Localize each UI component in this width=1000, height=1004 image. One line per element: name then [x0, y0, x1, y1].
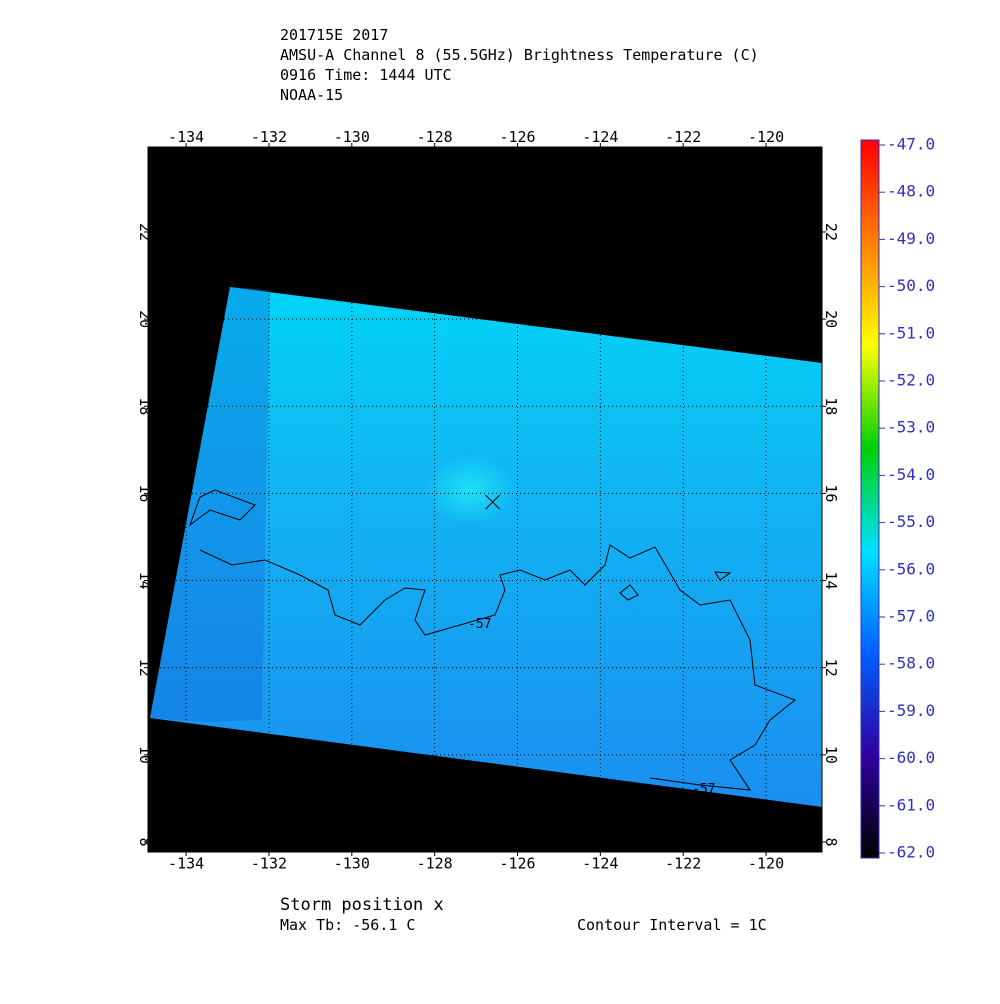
x-tick-label: -132: [251, 128, 287, 146]
x-tick-label: -128: [417, 855, 453, 873]
contour-line: [619, 584, 639, 601]
x-tick-label: -132: [251, 855, 287, 873]
colorbar-fill: [860, 139, 880, 859]
y-tick-label: 10: [822, 746, 840, 764]
colorbar-label: -54.0: [887, 465, 935, 484]
y-tick-label: 12: [136, 659, 154, 677]
swath-edge: [150, 287, 270, 722]
colorbar-label: -50.0: [887, 276, 935, 295]
grid: [148, 147, 822, 852]
x-tick-label: -134: [168, 855, 204, 873]
storm-marker: [485, 494, 501, 510]
colorbar-label: -57.0: [887, 607, 935, 626]
x-tick-label: -126: [499, 128, 535, 146]
y-tick-label: 10: [136, 746, 154, 764]
title-line: 0916 Time: 1444 UTC: [280, 66, 452, 84]
colorbar-label: -53.0: [887, 418, 935, 437]
y-tick-label: 22: [822, 223, 840, 241]
axes: -134 -134 -132 -132 -130 -130 -128 -128 -126 -126…: [136, 128, 840, 873]
y-tick-label: 22: [136, 223, 154, 241]
colorbar-label: -47.0: [887, 135, 935, 154]
x-tick-label: -122: [665, 128, 701, 146]
y-tick-label: 18: [822, 397, 840, 415]
x-tick-label: -130: [334, 855, 370, 873]
x-tick-label: -126: [499, 855, 535, 873]
y-tick-label: 20: [136, 310, 154, 328]
x-tick-label: -130: [334, 128, 370, 146]
contour-label: -57: [468, 617, 491, 632]
colorbar-label: -49.0: [887, 229, 935, 248]
colorbar-label: -51.0: [887, 323, 935, 342]
colorbar-label: -56.0: [887, 559, 935, 578]
x-tick-label: -120: [748, 855, 784, 873]
footer-text: Contour Interval = 1C: [577, 916, 767, 934]
y-tick-label: 14: [136, 572, 154, 590]
colorbar-label: -55.0: [887, 512, 935, 531]
y-tick-label: 8: [822, 837, 840, 846]
y-tick-label: 8: [136, 837, 154, 846]
footer-text: Storm position x: [280, 895, 444, 915]
x-tick-label: -128: [417, 128, 453, 146]
colorbar-label: -58.0: [887, 654, 935, 673]
y-tick-label: 18: [136, 397, 154, 415]
colorbar-label: -48.0: [887, 182, 935, 201]
contour-line: [714, 571, 732, 581]
x-tick-label: -124: [582, 128, 618, 146]
title-line: AMSU-A Channel 8 (55.5GHz) Brightness Te…: [280, 46, 759, 64]
contour-line: [188, 489, 256, 527]
map-frame: [147, 146, 823, 853]
swath: [150, 287, 822, 807]
x-tick-label: -134: [168, 128, 204, 146]
y-tick-label: 14: [822, 572, 840, 590]
titles: 201715E 2017 AMSU-A Channel 8 (55.5GHz) …: [280, 26, 759, 104]
y-tick-label: 16: [136, 484, 154, 502]
title-line: 201715E 2017: [280, 26, 388, 44]
y-tick-label: 20: [822, 310, 840, 328]
x-tick-label: -124: [582, 855, 618, 873]
contour-label: -57: [692, 782, 715, 797]
colorbar-label: -59.0: [887, 701, 935, 720]
colorbar-label: -52.0: [887, 371, 935, 390]
title-line: NOAA-15: [280, 86, 343, 104]
warm-spot: [425, 455, 515, 525]
contour-line: [199, 544, 796, 791]
y-tick-label: 16: [822, 484, 840, 502]
colorbar-label: -61.0: [887, 795, 935, 814]
colorbar-label: -62.0: [887, 843, 935, 862]
y-tick-label: 12: [822, 659, 840, 677]
footer-text: Max Tb: -56.1 C: [280, 916, 415, 934]
x-tick-label: -120: [748, 128, 784, 146]
x-tick-label: -122: [665, 855, 701, 873]
footer: Storm position x Max Tb: -56.1 C Contour…: [280, 895, 767, 934]
colorbar: -47.0 -48.0 -49.0 -50.0 -51.0 -52.0 -53.0 -54.0…: [860, 135, 935, 862]
colorbar-label: -60.0: [887, 748, 935, 767]
